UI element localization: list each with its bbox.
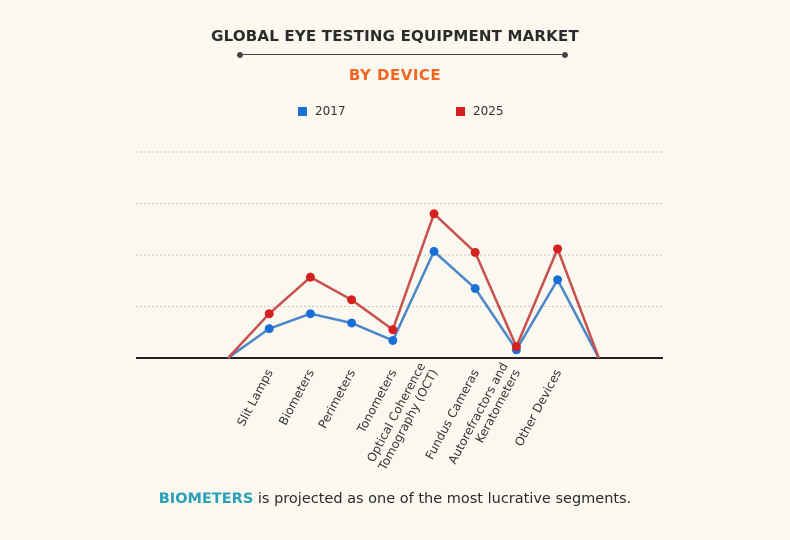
data-point-2025 xyxy=(511,342,521,352)
series-line-2017 xyxy=(227,250,600,360)
data-point-2025 xyxy=(305,272,315,282)
legend-swatch-2025 xyxy=(456,106,465,116)
data-point-2017 xyxy=(553,275,563,285)
x-tick-label: Perimeters xyxy=(315,367,358,431)
data-point-2017 xyxy=(470,283,480,293)
x-tick-label: Biometers xyxy=(276,367,317,428)
data-point-2017 xyxy=(264,324,274,334)
data-point-2025 xyxy=(388,325,398,335)
data-point-2025 xyxy=(347,295,357,305)
legend-label-2025: 2025 xyxy=(473,104,504,118)
data-point-2025 xyxy=(429,209,439,219)
footer-text: is projected as one of the most lucrativ… xyxy=(253,491,632,507)
data-point-2017 xyxy=(305,309,315,319)
chart-title: GLOBAL EYE TESTING EQUIPMENT MARKET xyxy=(211,27,579,45)
title-divider xyxy=(237,51,568,58)
footer-caption: BIOMETERS is projected as one of the mos… xyxy=(0,491,790,507)
data-point-2017 xyxy=(429,246,439,256)
legend: 2017 2025 xyxy=(0,104,790,122)
data-point-2025 xyxy=(264,309,274,319)
footer-highlight: BIOMETERS xyxy=(158,491,254,507)
data-point-2025 xyxy=(553,244,563,254)
legend-swatch-2017 xyxy=(298,106,307,116)
divider-dot-left xyxy=(237,51,243,58)
chart-subtitle: BY DEVICE xyxy=(348,66,442,84)
line-chart: Slit Lamps BiometersPerimetersTonometersO… xyxy=(136,151,663,473)
x-tick-label: Slit Lamps xyxy=(234,367,276,429)
divider-dot-right xyxy=(562,51,568,58)
data-point-2017 xyxy=(347,318,357,328)
series-line-2025 xyxy=(227,212,600,359)
legend-item-2017: 2017 xyxy=(298,104,346,118)
data-point-2017 xyxy=(388,335,398,345)
legend-label-2017: 2017 xyxy=(315,104,346,118)
data-point-2025 xyxy=(470,247,480,257)
legend-item-2025: 2025 xyxy=(456,104,504,118)
